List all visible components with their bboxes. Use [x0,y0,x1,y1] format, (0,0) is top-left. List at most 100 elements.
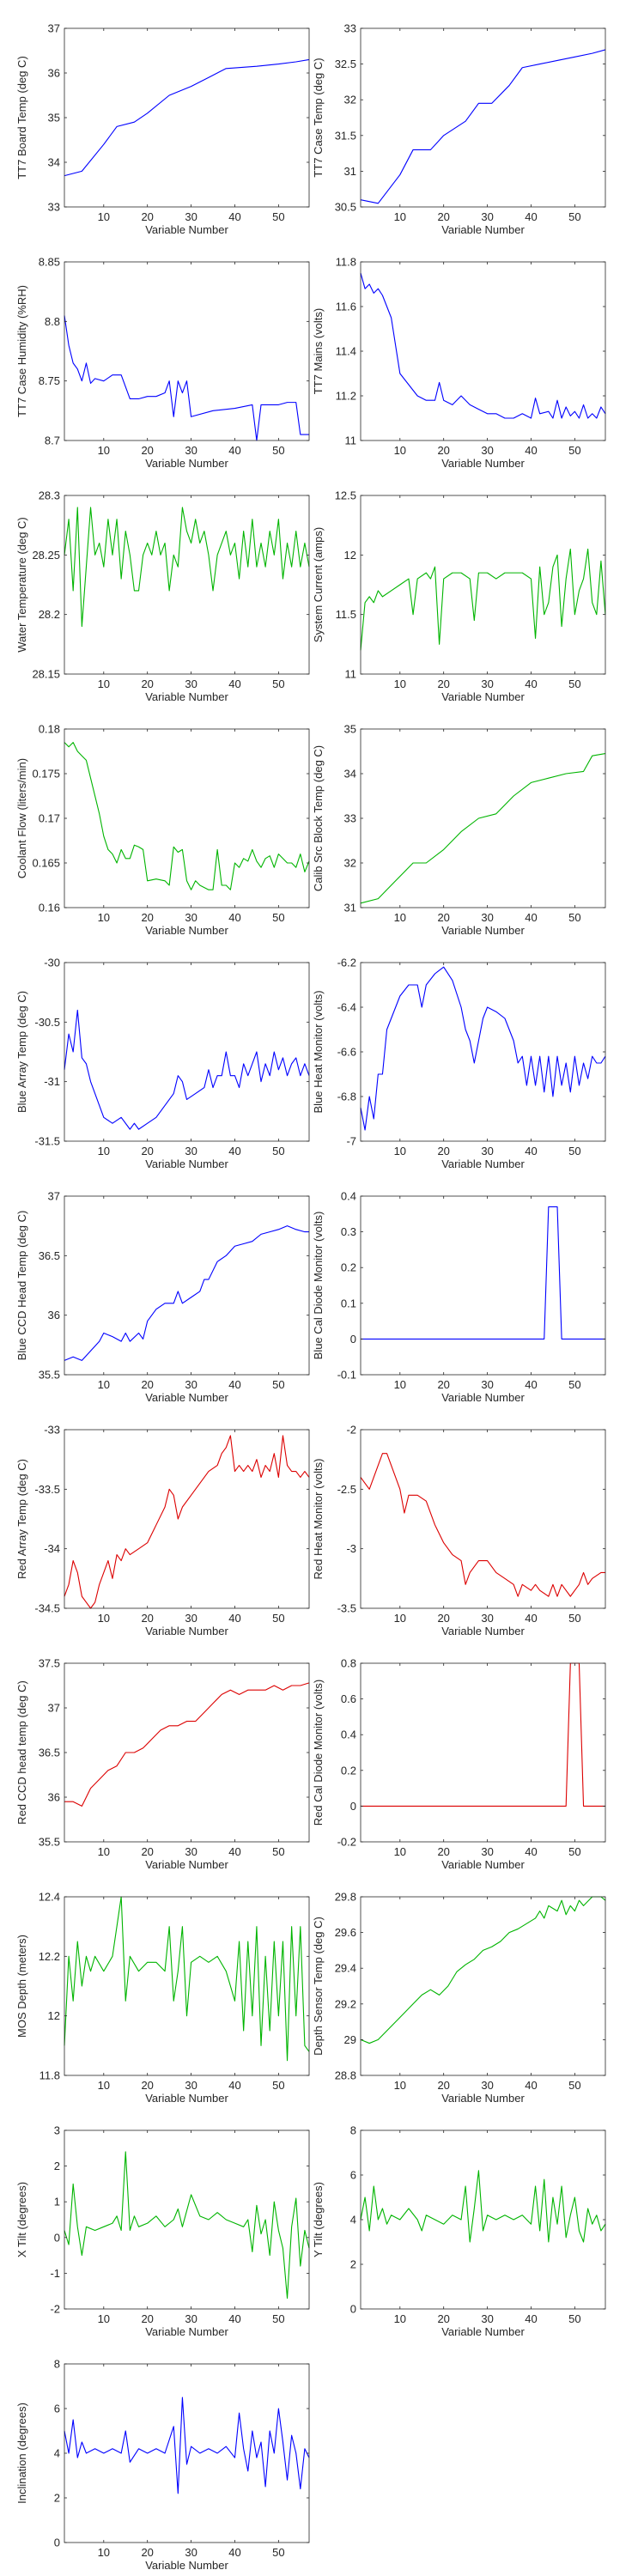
series-line [360,548,606,651]
x-tick-label: 30 [481,1145,493,1157]
y-axis-label: TT7 Mains (volts) [312,308,325,394]
y-tick-label: 35 [344,723,356,736]
x-axis-label: Variable Number [441,2092,525,2105]
y-tick-label: 36.5 [39,1249,60,1262]
y-axis-label: MOS Depth (meters) [15,1935,28,2038]
x-tick-label: 20 [437,2079,449,2092]
axes-box [64,2129,310,2310]
y-tick-label: 11.5 [336,608,356,621]
plot-area [361,1196,605,1375]
y-tick-label: 4 [54,2447,60,2460]
y-tick-label: 11.4 [336,345,356,358]
subplot-14: 10 20 30 40 50 -3.5 -3 -2.5 -2 Variable Number Red… [312,1424,606,1637]
x-tick-label: 20 [437,2312,449,2325]
x-tick-label: 50 [272,911,284,924]
y-axis-label: TT7 Case Temp (deg C) [312,58,325,177]
x-tick-label: 50 [272,1845,284,1858]
x-tick-label: 10 [394,1845,406,1858]
y-tick-label: 1 [54,2196,60,2208]
y-tick-label: -30 [44,957,60,969]
subplot-1: 10 20 30 40 50 33 34 35 36 37 Variable Number TT7 B… [15,22,310,236]
x-axis-label: Variable Number [145,690,228,703]
x-tick-label: 30 [185,677,197,690]
x-tick-label: 30 [185,444,197,457]
plot-area [361,1663,605,1842]
x-tick-label: 30 [185,1145,197,1157]
x-tick-label: 50 [272,1145,284,1157]
plot-area [361,495,605,674]
y-axis-label: Depth Sensor Temp (deg C) [312,1917,325,2056]
plot-area [361,729,605,908]
y-tick-label: 11.8 [336,256,356,269]
y-tick-label: 35 [48,112,60,125]
x-tick-label: 30 [481,2312,493,2325]
x-tick-label: 40 [228,444,240,457]
y-tick-label: 0.1 [341,1297,356,1309]
y-tick-label: 33 [48,201,60,214]
x-tick-label: 20 [141,911,153,924]
y-tick-label: 37 [48,22,60,35]
y-tick-label: 36 [48,1791,60,1804]
y-tick-label: 32.5 [335,58,356,70]
x-tick-label: 40 [525,2079,537,2092]
y-tick-label: -7 [346,1135,356,1148]
x-tick-label: 30 [481,677,493,690]
x-axis-label: Variable Number [145,457,228,470]
y-tick-label: -2 [346,1424,356,1437]
subplot-15: 10 20 30 40 50 35.5 36 36.5 37 37.5 Variable Numbe… [15,1657,310,1871]
y-tick-label: 3 [54,2124,60,2137]
x-axis-label: Variable Number [441,924,525,937]
x-tick-label: 20 [141,2546,153,2559]
series-line [64,58,310,177]
y-tick-label: -6.4 [337,1001,356,1014]
y-tick-label: 28.3 [39,489,60,502]
y-tick-label: 37.5 [39,1657,60,1670]
x-tick-label: 50 [272,677,284,690]
x-tick-label: 40 [228,2546,240,2559]
x-axis-label: Variable Number [441,457,525,470]
x-tick-label: 30 [185,1612,197,1625]
x-tick-label: 20 [141,444,153,457]
x-tick-label: 50 [568,1378,580,1391]
y-tick-label: 4 [350,2214,356,2227]
y-tick-label: -31.5 [34,1135,60,1148]
x-tick-label: 50 [272,1378,284,1391]
y-axis-label: Blue Array Temp (deg C) [15,991,28,1113]
y-axis-label: Inclination (degrees) [15,2403,28,2504]
axes-box [360,495,606,675]
plot-area [361,1897,605,2075]
y-tick-label: 0.17 [39,812,60,825]
y-axis-label: Red Heat Monitor (volts) [312,1459,325,1580]
series-line [64,1896,310,2062]
x-tick-label: 10 [394,444,406,457]
y-tick-label: 31 [344,902,356,914]
series-line [64,1435,310,1609]
x-tick-label: 20 [141,1845,153,1858]
y-tick-label: 0.165 [32,857,60,870]
y-tick-label: 0.16 [39,902,60,914]
y-tick-label: 0.4 [341,1190,356,1203]
y-tick-label: 12.5 [335,489,356,502]
x-tick-label: 50 [272,2312,284,2325]
x-tick-label: 40 [525,210,537,223]
plot-area [64,1430,309,1608]
y-tick-label: -34.5 [34,1602,60,1615]
plot-area [64,1663,309,1842]
y-tick-label: 28.8 [335,2069,356,2082]
plot-area [64,2364,309,2543]
x-tick-label: 10 [394,1145,406,1157]
axes-box [360,1896,606,2076]
y-tick-label: 31.5 [335,129,356,142]
y-axis-label: Coolant Flow (liters/min) [15,758,28,878]
x-tick-label: 10 [98,911,110,924]
x-tick-label: 40 [228,210,240,223]
y-tick-label: 11.6 [336,301,356,313]
y-tick-label: 12 [48,2009,60,2022]
y-axis-label: TT7 Board Temp (deg C) [15,56,28,179]
plot-area [64,963,309,1141]
y-tick-label: 8.8 [45,315,60,328]
axes-box [360,1195,606,1376]
x-tick-label: 20 [141,677,153,690]
x-tick-label: 20 [437,444,449,457]
